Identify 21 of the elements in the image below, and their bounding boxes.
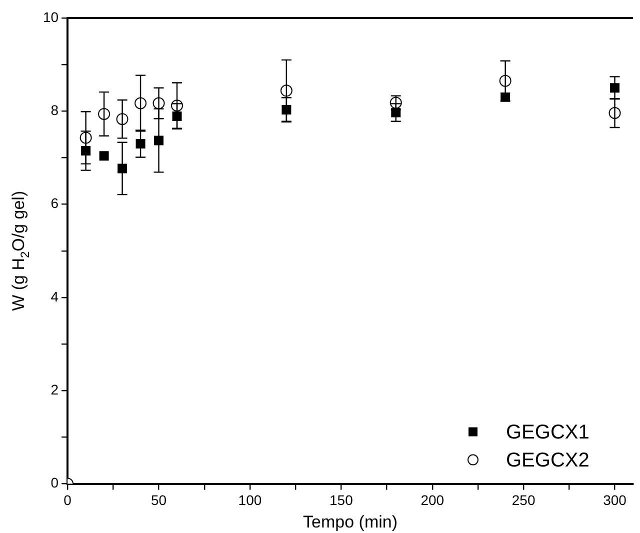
- x-tick-label: 300: [603, 492, 627, 508]
- x-tick-label: 100: [238, 492, 262, 508]
- x-tick-label: 200: [420, 492, 444, 508]
- x-tick-label: 250: [512, 492, 536, 508]
- legend-label: GEGCX2: [506, 449, 590, 472]
- point: [136, 139, 146, 149]
- y-tick-label: 0: [50, 474, 59, 491]
- x-tick-label: 150: [329, 492, 354, 508]
- y-tick-label: 6: [50, 195, 59, 212]
- point: [172, 112, 182, 122]
- y-tick-label: 2: [50, 382, 59, 398]
- y-axis-title: W (g H2O/g gel): [9, 190, 32, 311]
- x-tick-label: 50: [150, 492, 167, 508]
- y-tick-label: 4: [50, 288, 59, 304]
- x-tick-label: 0: [64, 492, 72, 508]
- point: [282, 105, 292, 115]
- point: [99, 151, 109, 161]
- x-axis-title: Tempo (min): [303, 512, 398, 532]
- y-tick-label: 10: [42, 8, 59, 25]
- legend-label: GEGCX1: [506, 421, 590, 444]
- y-tick-label: 8: [50, 102, 59, 118]
